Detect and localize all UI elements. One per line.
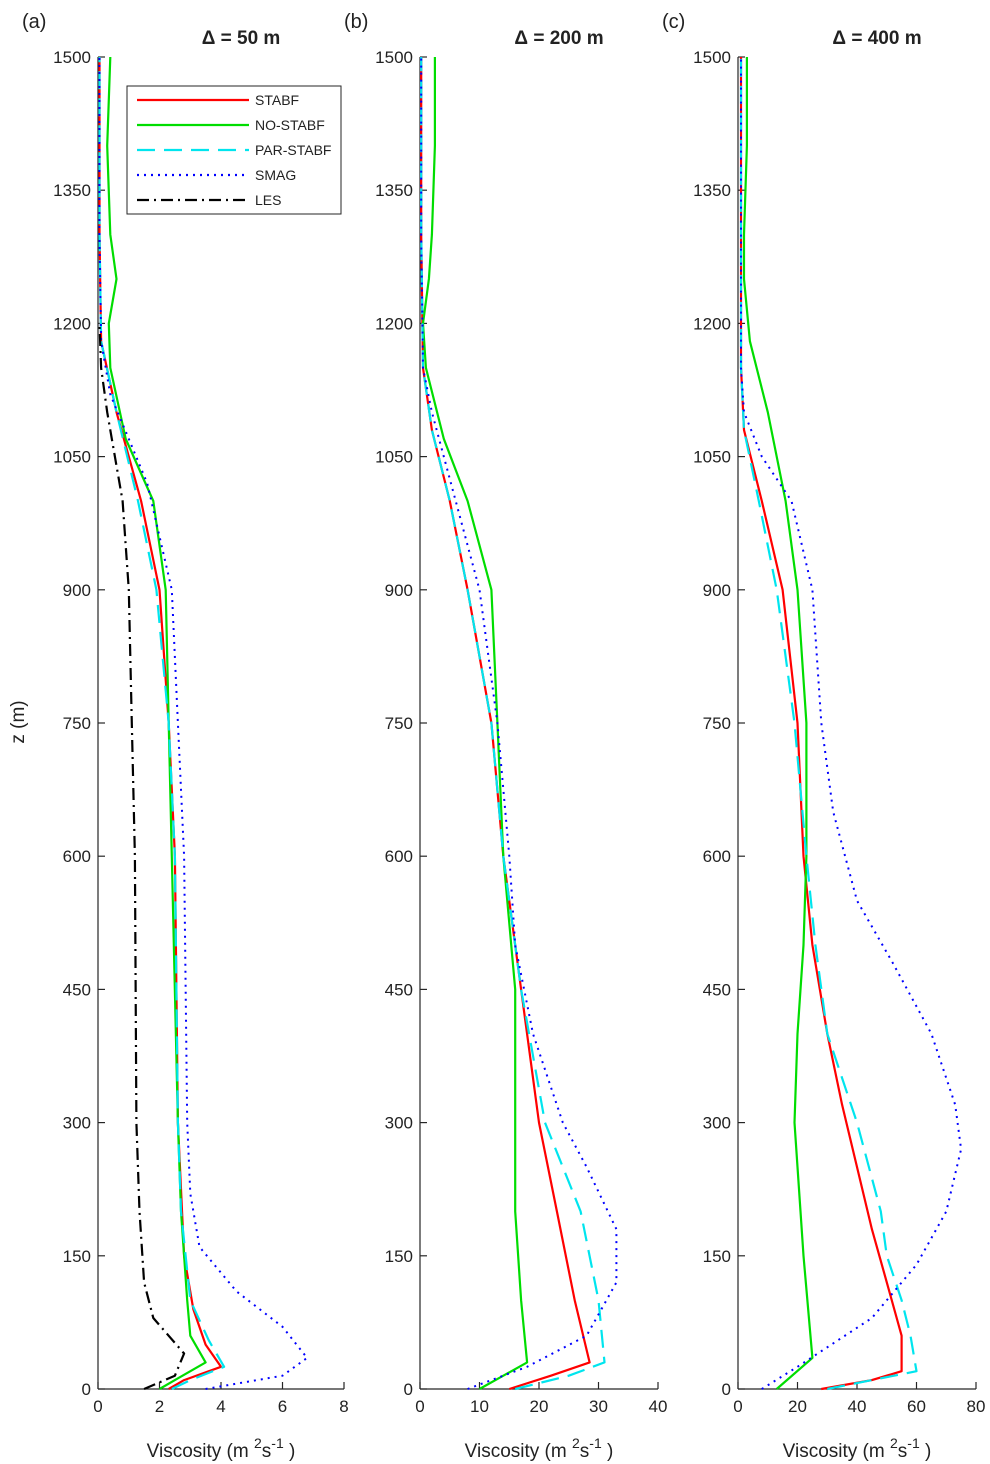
y-tick-label: 1350 [693,181,731,200]
panel-letter: (a) [22,11,46,33]
panel-letter: (b) [344,11,368,33]
panel-title: Δ = 50 m [202,28,281,49]
x-tick-label: 4 [216,1397,225,1416]
y-tick-label: 150 [703,1247,731,1266]
panel-2: 0 150 300 450 600 750 900 1050 1200 1350 1500 0 10 20… [344,11,667,1462]
x-tick-label: 60 [907,1397,926,1416]
x-axis-label: Viscosity (m 2s-1 ) [783,1435,932,1462]
y-tick-label: 150 [63,1247,91,1266]
y-tick-label: 750 [385,714,413,733]
y-tick-label: 1500 [693,48,731,67]
y-tick-label: 300 [63,1114,91,1133]
y-tick-label: 0 [404,1380,413,1399]
x-tick-label: 6 [278,1397,287,1416]
series-line-stabf [420,57,591,1391]
x-axis-label: Viscosity (m 2s-1 ) [465,1435,614,1462]
series-line-smag [420,57,618,1390]
y-tick-label: 1350 [375,181,413,200]
x-tick-label: 8 [339,1397,348,1416]
series-line-smag [98,57,309,1390]
x-tick-label: 0 [415,1397,424,1416]
x-tick-label: 2 [155,1397,164,1416]
x-tick-label: 0 [733,1397,742,1416]
legend-label: PAR-STABF [255,142,332,158]
x-tick-label: 20 [530,1397,549,1416]
series-line-stabf [739,57,903,1391]
panel-title: Δ = 400 m [832,28,921,49]
y-tick-label: 1500 [53,48,91,67]
x-tick-label: 0 [93,1397,102,1416]
y-tick-label: 750 [63,714,91,733]
y-tick-label: 1200 [693,314,731,333]
x-tick-label: 40 [649,1397,668,1416]
x-tick-label: 10 [470,1397,489,1416]
y-tick-label: 300 [703,1114,731,1133]
x-axis-label: Viscosity (m 2s-1 ) [147,1435,296,1462]
panel-letter: (c) [662,11,685,33]
series-line-les [98,323,186,1391]
y-tick-label: 450 [703,980,731,999]
y-tick-label: 600 [63,847,91,866]
y-tick-label: 1050 [375,448,413,467]
x-tick-label: 30 [589,1397,608,1416]
y-tick-label: 750 [703,714,731,733]
y-tick-label: 1050 [53,448,91,467]
series-line-par-stabf [420,57,606,1391]
legend-label: LES [255,192,281,208]
legend: STABF NO-STABF PAR-STABF SMAG LES [126,85,342,215]
x-tick-label: 80 [967,1397,986,1416]
y-tick-label: 0 [82,1380,91,1399]
legend-label: SMAG [255,167,296,183]
y-tick-label: 1200 [375,314,413,333]
y-tick-label: 0 [722,1380,731,1399]
series-line-no-stabf [106,56,207,1390]
y-tick-label: 900 [385,581,413,600]
y-tick-label: 450 [385,980,413,999]
y-tick-label: 1050 [693,448,731,467]
y-tick-label: 600 [703,847,731,866]
y-tick-label: 1350 [53,181,91,200]
x-tick-label: 20 [788,1397,807,1416]
y-tick-label: 900 [63,581,91,600]
series-line-smag [740,57,963,1390]
y-tick-label: 1500 [375,48,413,67]
y-axis-label: z (m) [8,700,29,743]
series-line-par-stabf [98,57,226,1390]
x-tick-label: 40 [848,1397,867,1416]
series-line-no-stabf [421,57,529,1390]
y-tick-label: 450 [63,980,91,999]
y-tick-label: 600 [385,847,413,866]
panel-3: 0 150 300 450 600 750 900 1050 1200 1350 1500 0 20 40… [662,11,985,1462]
legend-label: STABF [255,92,299,108]
y-tick-label: 300 [385,1114,413,1133]
series-line-par-stabf [739,57,918,1391]
panel-1: 0 150 300 450 600 750 900 1050 1200 1350 1500 0 2 4 6 8… [22,11,349,1462]
y-tick-label: 900 [703,581,731,600]
y-tick-label: 150 [385,1247,413,1266]
y-tick-label: 1200 [53,314,91,333]
panel-title: Δ = 200 m [514,28,603,49]
series-line-stabf [98,57,223,1390]
legend-label: NO-STABF [255,117,325,133]
series-line-no-stabf [742,57,814,1390]
